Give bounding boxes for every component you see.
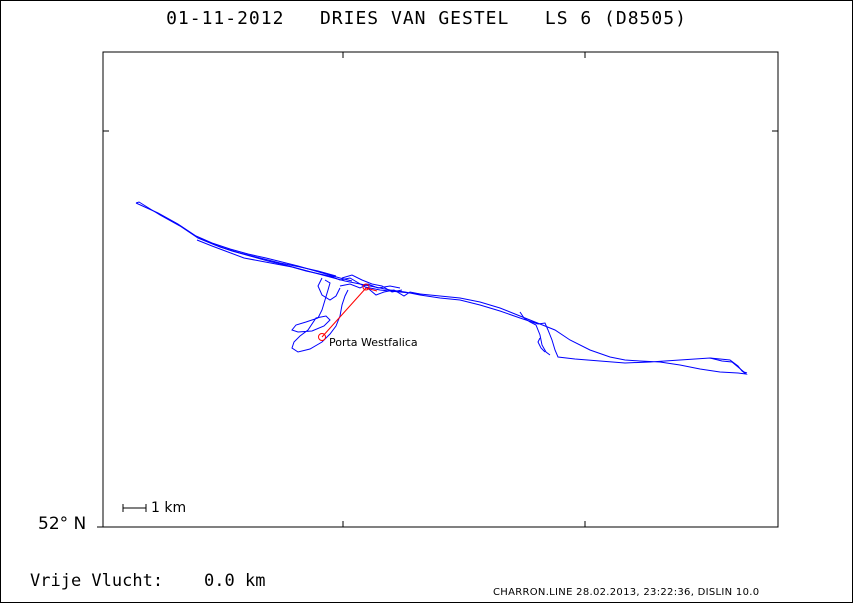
place-label: Porta Westfalica [329, 336, 418, 349]
free-flight-value: 0.0 km [204, 571, 266, 591]
flight-track [135, 201, 748, 375]
turnpoint-marker [362, 283, 370, 291]
turnpoint-marker [318, 333, 326, 341]
free-flight-label: Vrije Vlucht: [30, 571, 164, 591]
scale-bar [122, 504, 147, 512]
plot-box [102, 51, 779, 528]
task-line [321, 287, 378, 338]
free-flight-summary: Vrije Vlucht: 0.0 km [30, 571, 265, 591]
flight-title: 01-11-2012 DRIES VAN GESTEL LS 6 (D8505) [166, 8, 687, 29]
scale-label: 1 km [151, 500, 187, 516]
latitude-label: 52° N [38, 514, 87, 534]
credit-line: CHARRON.LINE 28.02.2013, 23:22:36, DISLI… [493, 587, 760, 598]
